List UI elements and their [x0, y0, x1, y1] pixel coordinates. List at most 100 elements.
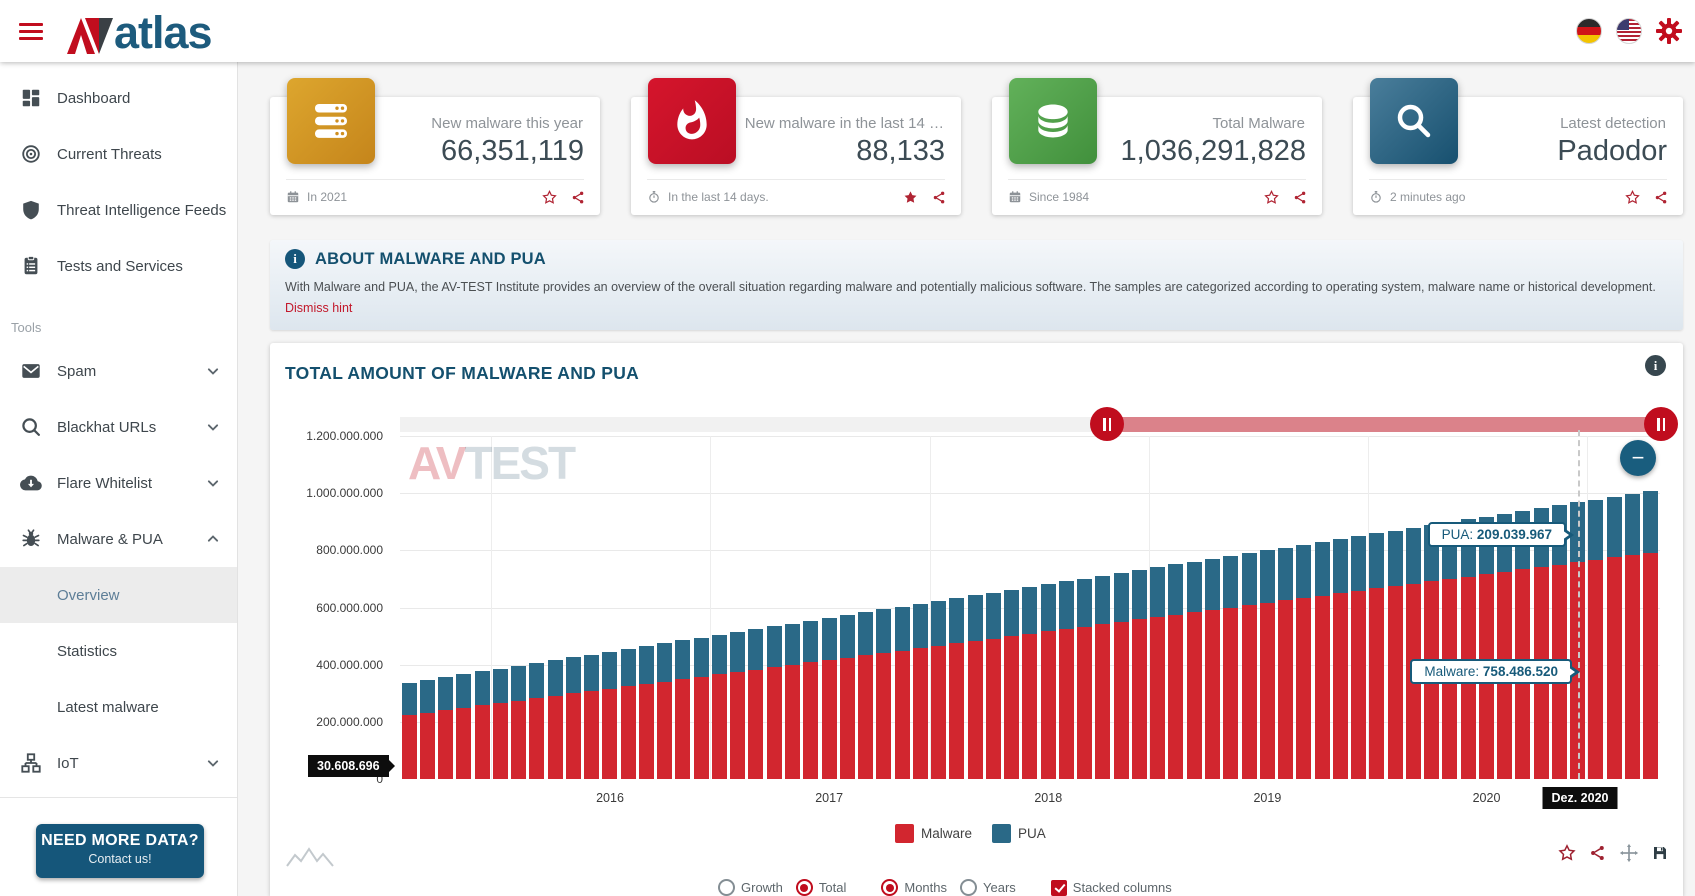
sidebar-item-spam[interactable]: Spam — [0, 343, 237, 399]
bar-malware[interactable] — [1022, 633, 1038, 779]
bar-malware[interactable] — [1113, 621, 1129, 779]
zoom-out-button[interactable]: − — [1620, 440, 1656, 476]
bar-pua[interactable] — [492, 668, 508, 704]
bar-pua[interactable] — [1606, 496, 1622, 558]
bar-malware[interactable] — [1204, 609, 1220, 779]
bar-malware[interactable] — [1369, 588, 1385, 779]
share-icon[interactable] — [1293, 190, 1308, 205]
bar-malware[interactable] — [1606, 557, 1622, 779]
bar-malware[interactable] — [1186, 612, 1202, 779]
bar-malware[interactable] — [784, 664, 800, 779]
bar-malware[interactable] — [492, 703, 508, 779]
bar-malware[interactable] — [894, 650, 910, 779]
bar-malware[interactable] — [675, 679, 691, 779]
bar-pua[interactable] — [766, 626, 782, 668]
sidebar-item-threat-intelligence-feeds[interactable]: Threat Intelligence Feeds — [0, 182, 237, 238]
bar-pua[interactable] — [529, 662, 545, 699]
bar-malware[interactable] — [985, 638, 1001, 779]
bar-malware[interactable] — [584, 691, 600, 779]
bar-malware[interactable] — [511, 700, 527, 779]
bar-malware[interactable] — [1168, 614, 1184, 779]
bar-malware[interactable] — [839, 657, 855, 779]
chart-info-icon[interactable]: i — [1645, 355, 1666, 376]
bar-malware[interactable] — [1314, 595, 1330, 779]
bar-pua[interactable] — [1113, 572, 1129, 622]
radio-total[interactable]: Total — [795, 879, 846, 896]
bar-malware[interactable] — [547, 695, 563, 779]
bar-malware[interactable] — [876, 652, 892, 779]
hamburger-menu-icon[interactable] — [19, 23, 43, 40]
bar-malware[interactable] — [1643, 552, 1659, 779]
dismiss-hint-link[interactable]: Dismiss hint — [285, 301, 353, 315]
bar-pua[interactable] — [1241, 553, 1257, 606]
bar-pua[interactable] — [1077, 578, 1093, 627]
bar-malware[interactable] — [1241, 605, 1257, 779]
bar-pua[interactable] — [1131, 570, 1147, 620]
bar-pua[interactable] — [839, 615, 855, 658]
bar-malware[interactable] — [456, 707, 472, 779]
radio-circle[interactable] — [960, 879, 978, 896]
bar-malware[interactable] — [949, 643, 965, 779]
bar-malware[interactable] — [1058, 629, 1074, 779]
radio-growth[interactable]: Growth — [718, 879, 783, 896]
bar-pua[interactable] — [1405, 527, 1421, 584]
star-outline-icon[interactable] — [1263, 189, 1280, 206]
bar-pua[interactable] — [547, 660, 563, 696]
bar-pua[interactable] — [730, 632, 746, 673]
bar-malware[interactable] — [1150, 617, 1166, 779]
bar-malware[interactable] — [1131, 619, 1147, 779]
legend-item-pua[interactable]: PUA — [992, 824, 1046, 843]
checkbox-box[interactable] — [1050, 879, 1067, 896]
bar-pua[interactable] — [1624, 494, 1640, 556]
need-more-data-button[interactable]: NEED MORE DATA? Contact us! — [36, 824, 204, 878]
bar-pua[interactable] — [1186, 561, 1202, 613]
radio-circle[interactable] — [881, 879, 899, 896]
sidebar-item-iot[interactable]: IoT — [0, 735, 237, 791]
bar-pua[interactable] — [894, 606, 910, 651]
bar-pua[interactable] — [620, 648, 636, 687]
bar-pua[interactable] — [858, 612, 874, 656]
bar-malware[interactable] — [1588, 559, 1604, 779]
bar-pua[interactable] — [419, 679, 435, 713]
bar-pua[interactable] — [711, 634, 727, 675]
bar-malware[interactable] — [529, 698, 545, 779]
sidebar-item-current-threats[interactable]: Current Threats — [0, 126, 237, 182]
bar-pua[interactable] — [1095, 575, 1111, 625]
bar-malware[interactable] — [748, 669, 764, 779]
bar-malware[interactable] — [1077, 626, 1093, 779]
share-icon[interactable] — [1589, 844, 1607, 862]
bar-pua[interactable] — [511, 665, 527, 701]
bar-pua[interactable] — [1150, 567, 1166, 618]
star-outline-icon[interactable] — [541, 189, 558, 206]
bar-malware[interactable] — [602, 688, 618, 779]
bar-malware[interactable] — [1296, 598, 1312, 779]
bar-malware[interactable] — [438, 710, 454, 779]
bar-pua[interactable] — [693, 637, 709, 677]
bar-pua[interactable] — [638, 646, 654, 684]
bar-pua[interactable] — [602, 651, 618, 689]
bar-pua[interactable] — [401, 682, 417, 715]
bar-malware[interactable] — [711, 674, 727, 779]
bar-malware[interactable] — [858, 655, 874, 779]
bar-malware[interactable] — [565, 693, 581, 779]
bar-malware[interactable] — [967, 640, 983, 779]
checkbox-stacked-columns[interactable]: Stacked columns — [1050, 879, 1172, 896]
time-range-slider[interactable] — [400, 407, 1678, 441]
bar-malware[interactable] — [1040, 631, 1056, 779]
radio-circle[interactable] — [718, 879, 735, 896]
bar-pua[interactable] — [474, 671, 490, 706]
sidebar-item-blackhat-urls[interactable]: Blackhat URLs — [0, 399, 237, 455]
bar-pua[interactable] — [1004, 589, 1020, 637]
bar-pua[interactable] — [1204, 558, 1220, 610]
bar-pua[interactable] — [748, 629, 764, 670]
bar-malware[interactable] — [657, 681, 673, 779]
bar-pua[interactable] — [675, 640, 691, 680]
bar-malware[interactable] — [1004, 636, 1020, 779]
settings-gear-icon[interactable] — [1655, 17, 1683, 45]
bar-malware[interactable] — [1223, 607, 1239, 779]
bar-pua[interactable] — [1223, 555, 1239, 608]
bar-malware[interactable] — [766, 667, 782, 779]
bar-pua[interactable] — [1296, 544, 1312, 599]
radio-years[interactable]: Years — [960, 879, 1016, 896]
bar-malware[interactable] — [1278, 600, 1294, 779]
